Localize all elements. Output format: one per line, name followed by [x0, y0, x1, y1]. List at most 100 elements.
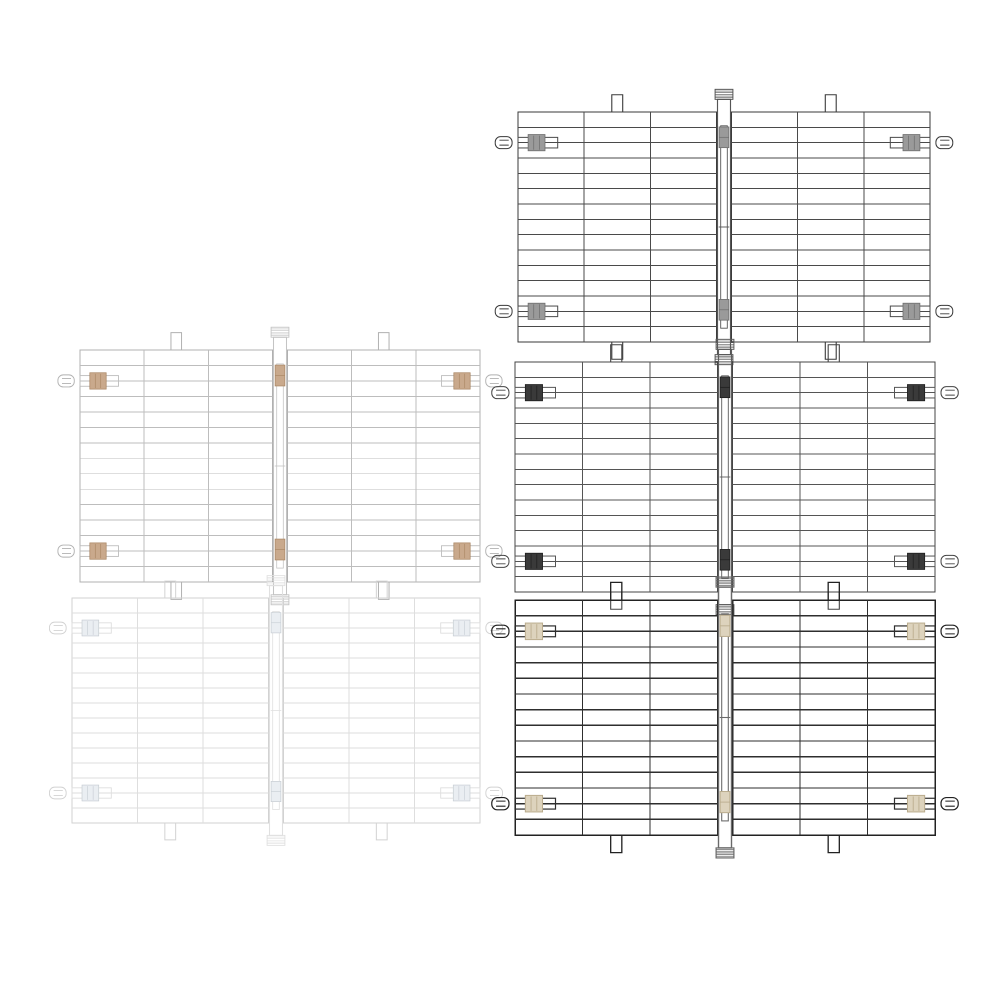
left-grid-panel[interactable]	[491, 344, 719, 610]
right-grid-panel[interactable]	[282, 580, 503, 841]
grid-panel-unit-top-right[interactable]	[494, 88, 954, 366]
panel-top-tab	[610, 344, 623, 362]
left-grid-panel[interactable]	[491, 581, 719, 854]
grid-panel-svg-middle-right	[491, 338, 959, 616]
center-hinge[interactable]	[715, 576, 735, 859]
latch-clip-block[interactable]	[452, 784, 471, 802]
latch-clip-assembly[interactable]	[894, 384, 959, 402]
latch-clip-block[interactable]	[81, 784, 100, 802]
grid-panel-svg-bottom-right	[491, 576, 959, 859]
latch-hook-eye[interactable]	[940, 796, 959, 811]
grid-panel-svg-bottom-left	[49, 575, 503, 846]
hinge-coil-body	[715, 847, 735, 859]
hinge-clip[interactable]	[270, 612, 282, 634]
latch-hook-eye[interactable]	[491, 386, 510, 400]
latch-hook-detail	[945, 628, 955, 635]
latch-clip-block[interactable]	[89, 542, 107, 560]
latch-clip-block[interactable]	[902, 134, 921, 152]
right-grid-panel[interactable]	[730, 94, 954, 360]
latch-clip-assembly[interactable]	[889, 134, 954, 152]
latch-hook-eye[interactable]	[485, 374, 503, 388]
latch-clip-assembly[interactable]	[893, 794, 959, 813]
latch-hook-eye[interactable]	[494, 304, 513, 318]
latch-hook-eye[interactable]	[491, 624, 510, 639]
latch-clip-block[interactable]	[527, 302, 546, 320]
latch-clip-assembly[interactable]	[491, 384, 556, 402]
latch-clip-block[interactable]	[907, 552, 926, 570]
hinge-coil-end	[266, 834, 286, 846]
latch-clip-block[interactable]	[902, 302, 921, 320]
latch-hook-eye[interactable]	[49, 621, 67, 635]
latch-clip-assembly[interactable]	[889, 302, 954, 320]
latch-clip-block[interactable]	[906, 622, 926, 641]
latch-clip-block[interactable]	[453, 542, 471, 560]
center-hinge[interactable]	[266, 575, 286, 846]
hinge-clip[interactable]	[718, 299, 730, 321]
panel-top-tab	[610, 581, 623, 600]
latch-hook-eye[interactable]	[57, 544, 75, 558]
latch-clip-block[interactable]	[452, 619, 471, 637]
left-grid-panel[interactable]	[49, 580, 270, 841]
latch-hook-eye[interactable]	[491, 554, 510, 568]
latch-clip-block[interactable]	[524, 384, 543, 402]
grid-panel-unit-bottom-right[interactable]	[491, 576, 959, 859]
hinge-clip[interactable]	[718, 126, 730, 149]
panel-bottom-tab	[170, 582, 183, 600]
latch-clip-assembly[interactable]	[440, 784, 503, 802]
latch-hook-eye[interactable]	[940, 554, 959, 568]
latch-hook-eye[interactable]	[49, 786, 67, 800]
latch-clip-assembly[interactable]	[49, 619, 112, 637]
latch-clip-assembly[interactable]	[441, 372, 503, 390]
latch-hook-eye[interactable]	[494, 136, 513, 150]
left-grid-panel[interactable]	[494, 94, 718, 360]
hinge-clip[interactable]	[274, 364, 286, 387]
latch-clip-block[interactable]	[527, 134, 546, 152]
hinge-clip[interactable]	[270, 781, 282, 802]
hinge-clip[interactable]	[719, 549, 731, 571]
center-hinge[interactable]	[715, 338, 735, 616]
right-grid-panel[interactable]	[731, 581, 959, 854]
latch-clip-block[interactable]	[524, 794, 544, 813]
latch-hook-eye[interactable]	[57, 374, 75, 388]
latch-hook-eye[interactable]	[485, 621, 503, 635]
panel-frame	[514, 599, 719, 836]
latch-clip-block[interactable]	[524, 552, 543, 570]
latch-clip-block[interactable]	[907, 384, 926, 402]
latch-clip-assembly[interactable]	[57, 372, 119, 390]
latch-hook-eye[interactable]	[935, 136, 954, 150]
latch-clip-assembly[interactable]	[441, 542, 503, 560]
latch-clip-block[interactable]	[524, 622, 544, 641]
latch-clip-assembly[interactable]	[491, 622, 557, 641]
grid-panel-unit-middle-left[interactable]	[57, 326, 503, 606]
hinge-clip[interactable]	[274, 538, 286, 561]
latch-hook-eye[interactable]	[940, 624, 959, 639]
latch-clip-block[interactable]	[453, 372, 471, 390]
right-grid-panel[interactable]	[731, 344, 959, 610]
center-hinge[interactable]	[714, 88, 734, 366]
latch-clip-assembly[interactable]	[494, 134, 559, 152]
hinge-clip[interactable]	[719, 376, 731, 399]
latch-clip-block[interactable]	[906, 794, 926, 813]
latch-hook-eye[interactable]	[935, 304, 954, 318]
panel-frame	[517, 111, 718, 343]
latch-clip-assembly[interactable]	[893, 622, 959, 641]
latch-clip-assembly[interactable]	[894, 552, 959, 570]
latch-clip-block[interactable]	[89, 372, 107, 390]
latch-hook-eye[interactable]	[485, 544, 503, 558]
latch-clip-assembly[interactable]	[57, 542, 119, 560]
latch-hook-eye[interactable]	[491, 796, 510, 811]
latch-hook-eye[interactable]	[940, 386, 959, 400]
right-grid-panel[interactable]	[286, 332, 503, 600]
left-grid-panel[interactable]	[57, 332, 274, 600]
grid-panel-unit-middle-right[interactable]	[491, 338, 959, 616]
latch-clip-assembly[interactable]	[49, 784, 112, 802]
latch-clip-assembly[interactable]	[491, 794, 557, 813]
center-hinge[interactable]	[270, 326, 290, 606]
latch-clip-block[interactable]	[81, 619, 100, 637]
latch-clip-assembly[interactable]	[494, 302, 559, 320]
grid-panel-unit-bottom-left[interactable]	[49, 575, 503, 846]
latch-clip-assembly[interactable]	[491, 552, 556, 570]
hinge-clip[interactable]	[719, 614, 731, 637]
latch-hook-detail	[62, 548, 72, 554]
hinge-clip[interactable]	[719, 791, 731, 814]
